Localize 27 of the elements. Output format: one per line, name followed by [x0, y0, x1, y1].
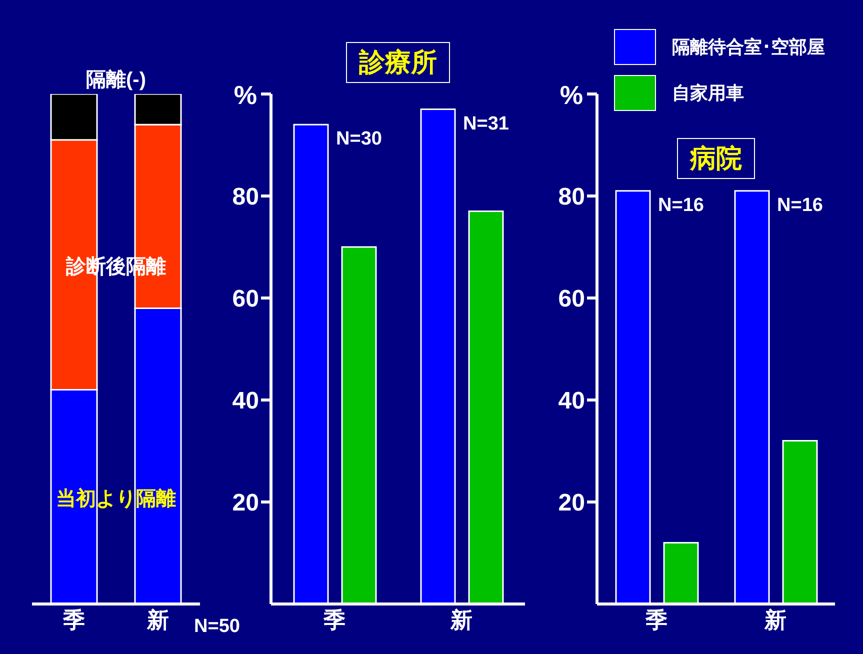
x-tick-label: 季 — [62, 608, 85, 633]
y-tick-label: 60 — [232, 286, 259, 313]
x-tick-label: 季 — [644, 608, 668, 633]
y-axis-title: % — [234, 80, 257, 110]
legend-label: 隔離待合室･空部屋 — [672, 36, 825, 59]
y-tick-label: 20 — [232, 490, 259, 517]
annotation: N=30 — [336, 128, 382, 150]
series-label: 隔離(-) — [86, 69, 146, 91]
x-tick-label: 季 — [322, 608, 346, 633]
y-tick-label: 80 — [558, 184, 585, 211]
x-tick-label: 新 — [764, 608, 786, 633]
y-tick-label: 80 — [232, 184, 259, 211]
chart-title: 診療所 — [346, 42, 450, 83]
annotation: N=16 — [658, 194, 704, 216]
annotation: N=16 — [777, 194, 823, 216]
y-tick-label: 60 — [558, 286, 585, 313]
x-tick-label: 新 — [450, 608, 472, 633]
y-tick-label: 40 — [232, 388, 259, 415]
text: 病院 — [677, 138, 755, 179]
y-tick-label: 40 — [558, 388, 585, 415]
text: N=50 — [194, 616, 240, 638]
y-axis-title: % — [560, 80, 583, 110]
x-tick-label: 新 — [146, 608, 169, 633]
annotation: N=31 — [463, 113, 510, 134]
series-label: 当初より隔離 — [56, 486, 176, 510]
y-tick-label: 20 — [558, 490, 585, 517]
legend-label: 自家用車 — [672, 82, 744, 105]
